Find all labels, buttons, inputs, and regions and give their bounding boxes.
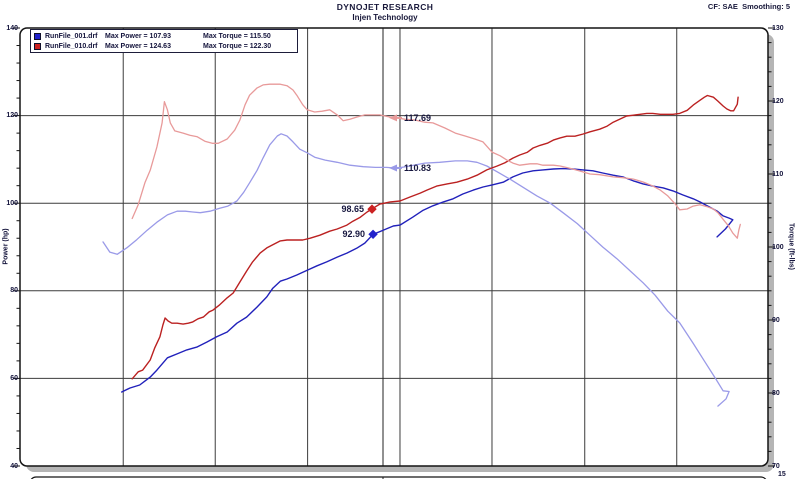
legend-run-filename: RunFile_010.drf <box>45 42 98 50</box>
power-axis-tick-label: 140 <box>6 24 18 32</box>
legend-run-filename: RunFile_001.drf <box>45 32 98 40</box>
legend-color-swatch <box>34 32 41 40</box>
bottom-panel-tick-label: 15 <box>778 471 786 478</box>
plot-background[interactable] <box>20 28 768 466</box>
power-axis-tick-label: 40 <box>10 462 18 470</box>
torque-axis-tick-label: 70 <box>772 462 780 470</box>
legend-max-torque: Max Torque = 122.30 <box>203 42 272 50</box>
cursor-arrow-marker[interactable] <box>388 114 397 122</box>
curve-torque-run3 <box>131 83 741 239</box>
torque-axis-tick-label: 100 <box>772 243 784 251</box>
header-subtitle: Injen Technology <box>352 13 418 22</box>
power-axis-tick-label: 120 <box>6 112 18 120</box>
cursor-diamond-marker[interactable] <box>367 204 377 214</box>
torque-axis-tick-label: 110 <box>772 170 784 178</box>
curve-power-run2 <box>131 94 739 380</box>
legend-max-power: Max Power = 124.63 <box>105 42 171 50</box>
curve-torque-run1 <box>102 133 730 407</box>
power-axis-tick-label: 80 <box>10 287 18 295</box>
legend-max-power: Max Power = 107.93 <box>105 32 171 40</box>
legend-max-torque: Max Torque = 115.50 <box>203 32 271 40</box>
torque-axis-tick-label: 80 <box>772 389 780 397</box>
power-axis-tick-label: 100 <box>6 199 18 207</box>
legend-color-swatch <box>34 42 41 50</box>
legend-run-row[interactable]: RunFile_001.drf Max Power = 107.93 Max Tor… <box>31 31 297 41</box>
power-axis-title: Power (hp) <box>2 228 10 265</box>
legend-box[interactable]: RunFile_001.drf Max Power = 107.93 Max Tor… <box>30 29 298 53</box>
header-title: DYNOJET RESEARCH <box>336 2 434 12</box>
torque-axis-tick-label: 90 <box>772 316 780 324</box>
plot-border <box>19 27 769 467</box>
torque-axis-tick-label: 120 <box>772 97 784 105</box>
cursor-arrow-marker[interactable] <box>388 164 397 172</box>
correction-smoothing-setting: CF: SAE Smoothing: 5 <box>707 2 790 11</box>
torque-axis-tick-label: 130 <box>772 24 784 32</box>
legend-run-row[interactable]: RunFile_010.drf Max Power = 124.63 Max Tor… <box>31 41 297 51</box>
power-axis-tick-label: 60 <box>10 374 18 382</box>
curve-power-run0 <box>121 167 734 393</box>
cursor-diamond-marker[interactable] <box>368 229 378 240</box>
